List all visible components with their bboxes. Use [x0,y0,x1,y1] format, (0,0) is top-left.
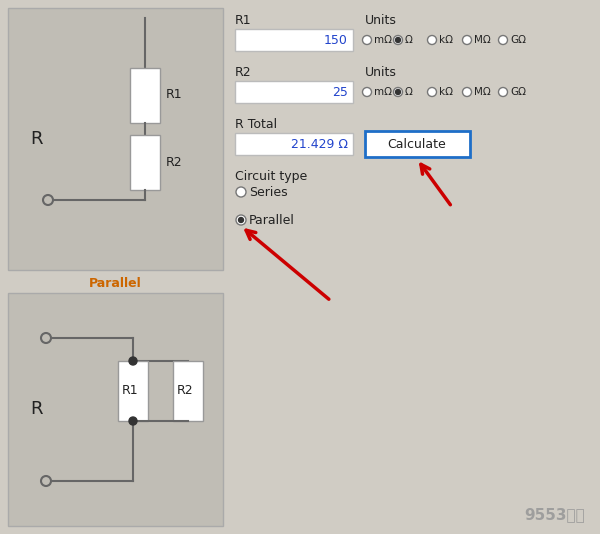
Text: R: R [30,130,43,148]
Circle shape [129,417,137,425]
Bar [235,29,353,51]
Circle shape [41,333,51,343]
Text: 25: 25 [332,85,348,98]
Circle shape [236,187,246,197]
Circle shape [499,35,508,44]
Text: 9553下载: 9553下载 [524,507,585,522]
Circle shape [394,35,403,44]
Text: 21.429 Ω: 21.429 Ω [291,137,348,151]
Text: 150: 150 [324,34,348,46]
Text: R1: R1 [166,89,182,101]
Text: R2: R2 [166,155,182,169]
Text: Calculate: Calculate [388,137,446,151]
Text: R2: R2 [177,384,194,397]
Bar [118,361,148,421]
Text: Parallel: Parallel [249,214,295,226]
Text: GΩ: GΩ [510,35,526,45]
Circle shape [362,88,371,97]
Circle shape [395,37,401,43]
Circle shape [427,35,437,44]
Circle shape [463,35,472,44]
Text: Series: Series [249,185,287,199]
Circle shape [43,195,53,205]
Text: MΩ: MΩ [474,87,491,97]
Text: kΩ: kΩ [439,87,453,97]
Text: R2: R2 [235,66,251,79]
Circle shape [129,357,137,365]
Bar [235,133,353,155]
Text: mΩ: mΩ [374,87,392,97]
Text: MΩ: MΩ [474,35,491,45]
Circle shape [499,88,508,97]
Bar [365,131,470,157]
Text: R Total: R Total [235,118,277,131]
Bar [130,68,160,123]
Text: R1: R1 [122,384,139,397]
Bar [130,135,160,190]
Text: Parallel: Parallel [89,277,142,290]
Bar [8,8,223,270]
Text: Units: Units [365,66,397,79]
Text: R: R [30,400,43,418]
Circle shape [427,88,437,97]
Text: Ω: Ω [405,35,413,45]
Circle shape [395,90,401,95]
Circle shape [41,476,51,486]
Text: GΩ: GΩ [510,87,526,97]
Text: Units: Units [365,14,397,27]
Text: kΩ: kΩ [439,35,453,45]
Bar [235,81,353,103]
Bar [8,293,223,526]
Text: Circuit type: Circuit type [235,170,307,183]
Text: mΩ: mΩ [374,35,392,45]
Circle shape [236,215,246,225]
Text: Ω: Ω [405,87,413,97]
Circle shape [394,88,403,97]
Circle shape [463,88,472,97]
Circle shape [239,217,244,223]
Bar [173,361,203,421]
Text: R1: R1 [235,14,251,27]
Circle shape [362,35,371,44]
